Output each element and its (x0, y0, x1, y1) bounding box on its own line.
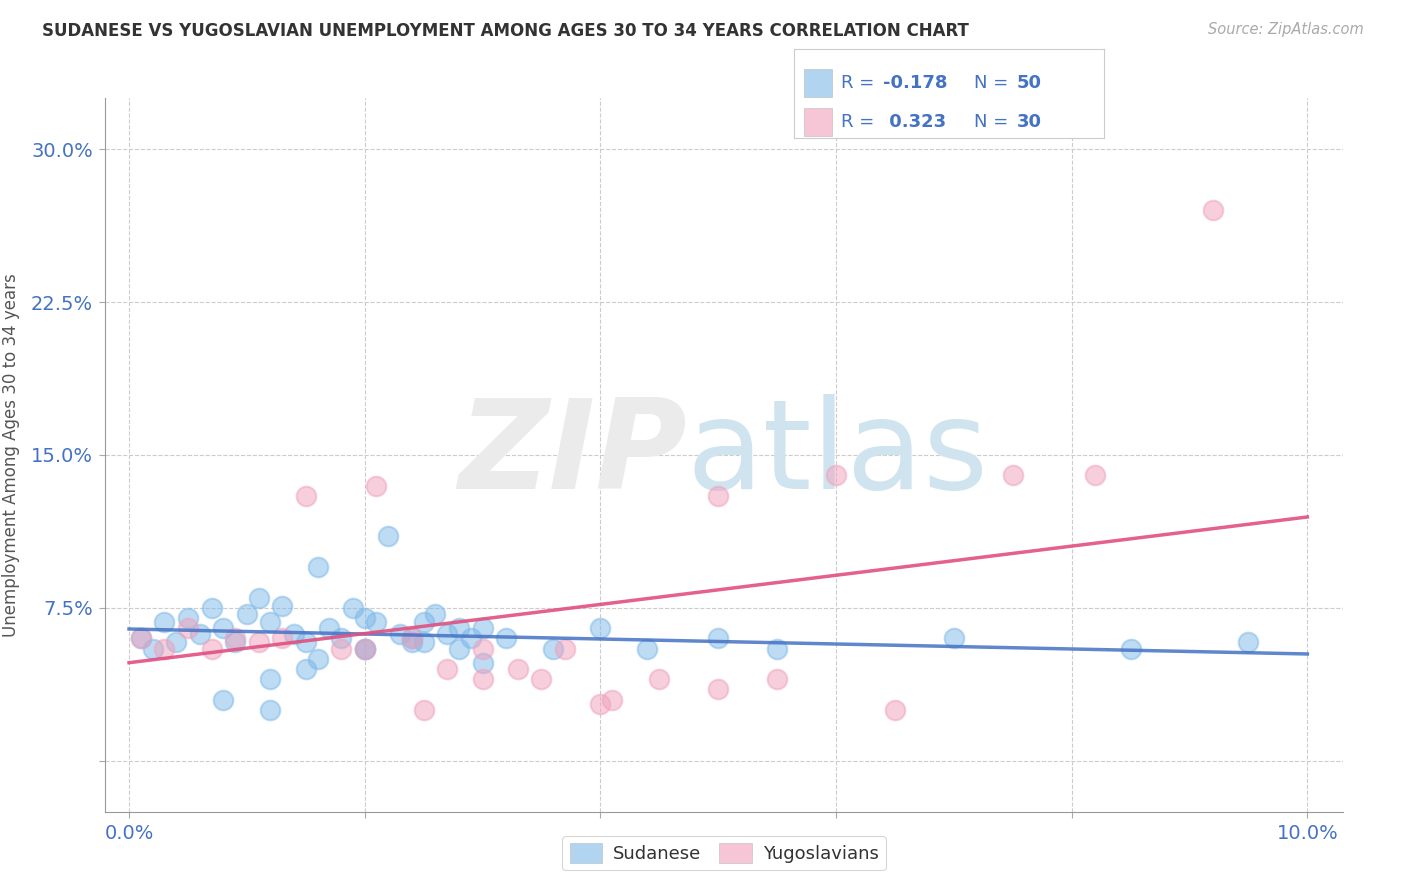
Text: N =: N = (974, 113, 1014, 131)
Point (259, 672, 281, 686)
Point (447, 641, 470, 656)
Text: 50: 50 (1017, 74, 1042, 92)
Point (460, 632, 482, 646)
Point (1237, 635, 1260, 649)
Point (377, 529, 399, 543)
Point (766, 641, 789, 656)
Point (294, 662, 316, 676)
Point (471, 641, 494, 656)
Point (589, 697, 612, 711)
Point (707, 489, 730, 503)
Text: Source: ZipAtlas.com: Source: ZipAtlas.com (1208, 22, 1364, 37)
Point (401, 632, 423, 646)
Point (294, 635, 316, 649)
Point (436, 662, 458, 676)
Bar (804, 108, 831, 136)
Point (637, 641, 659, 656)
Point (766, 672, 789, 686)
Point (600, 692, 623, 706)
Point (153, 641, 176, 656)
Text: -0.178: -0.178 (883, 74, 948, 92)
Point (884, 703, 907, 717)
Point (330, 641, 353, 656)
Point (648, 672, 671, 686)
Point (541, 641, 564, 656)
Point (212, 692, 235, 706)
Point (212, 621, 235, 635)
Point (389, 627, 412, 641)
Point (259, 703, 281, 717)
Legend: Sudanese, Yugoslavians: Sudanese, Yugoslavians (562, 836, 886, 871)
Point (447, 621, 470, 635)
Point (353, 611, 375, 625)
Point (342, 600, 364, 615)
Point (942, 632, 965, 646)
Point (188, 627, 211, 641)
Point (200, 641, 222, 656)
Text: 0.323: 0.323 (883, 113, 946, 131)
Point (1202, 203, 1225, 218)
Point (530, 672, 553, 686)
Point (412, 635, 434, 649)
Point (236, 607, 259, 621)
Y-axis label: Unemployment Among Ages 30 to 34 years: Unemployment Among Ages 30 to 34 years (1, 273, 20, 637)
Text: SUDANESE VS YUGOSLAVIAN UNEMPLOYMENT AMONG AGES 30 TO 34 YEARS CORRELATION CHART: SUDANESE VS YUGOSLAVIAN UNEMPLOYMENT AMO… (42, 22, 969, 40)
Text: R =: R = (841, 74, 880, 92)
Point (294, 489, 316, 503)
Bar (804, 69, 831, 97)
Point (330, 632, 353, 646)
Point (506, 662, 529, 676)
Point (142, 641, 165, 656)
Point (495, 632, 517, 646)
Point (707, 632, 730, 646)
Point (353, 641, 375, 656)
Point (353, 641, 375, 656)
Point (471, 656, 494, 670)
Point (165, 635, 187, 649)
Text: N =: N = (974, 74, 1014, 92)
Point (200, 600, 222, 615)
Point (224, 632, 246, 646)
Point (825, 468, 848, 483)
Point (401, 632, 423, 646)
Text: atlas: atlas (688, 394, 988, 516)
Point (307, 652, 329, 666)
Point (425, 607, 447, 621)
Point (436, 627, 458, 641)
Point (153, 615, 176, 629)
Point (589, 621, 612, 635)
Point (412, 703, 434, 717)
Point (707, 682, 730, 697)
Point (401, 635, 423, 649)
Point (283, 627, 305, 641)
Point (129, 632, 152, 646)
Point (259, 615, 281, 629)
Point (318, 621, 340, 635)
Text: ZIP: ZIP (458, 394, 688, 516)
Point (412, 615, 434, 629)
Point (247, 635, 270, 649)
Point (471, 621, 494, 635)
Point (366, 615, 388, 629)
Point (353, 641, 375, 656)
Text: 30: 30 (1017, 113, 1042, 131)
Point (247, 591, 270, 605)
Point (471, 672, 494, 686)
Point (177, 611, 200, 625)
Point (271, 599, 294, 613)
Point (1119, 641, 1142, 656)
Point (224, 635, 246, 649)
Point (554, 641, 576, 656)
Point (177, 621, 200, 635)
Point (1001, 468, 1024, 483)
Text: R =: R = (841, 113, 880, 131)
Point (129, 632, 152, 646)
Point (366, 478, 388, 492)
Point (307, 560, 329, 574)
Point (1084, 468, 1107, 483)
Point (271, 632, 294, 646)
